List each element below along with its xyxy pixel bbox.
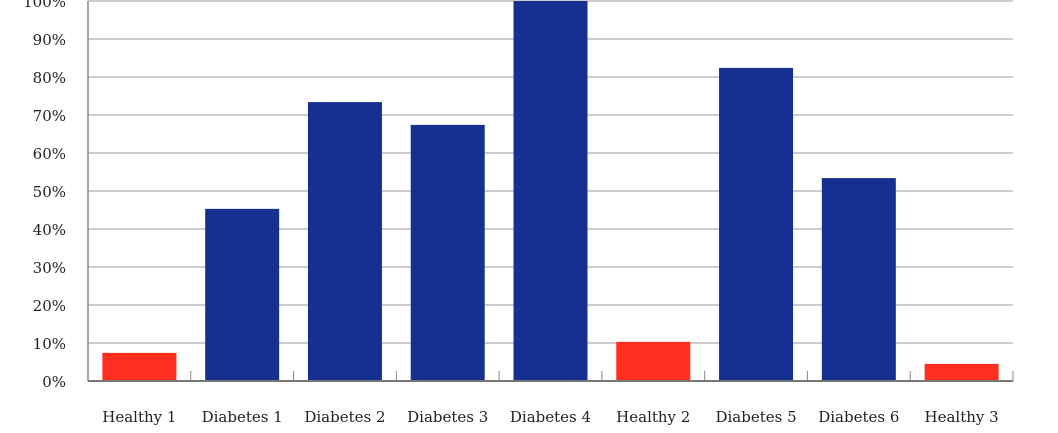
- bar-diabetes-5: [719, 67, 794, 381]
- y-tick-label: 80%: [33, 69, 66, 87]
- y-tick-label: 100%: [23, 0, 66, 11]
- bar-diabetes-6: [821, 178, 896, 381]
- y-tick-label: 40%: [33, 221, 66, 239]
- y-tick-label: 70%: [33, 107, 66, 125]
- y-tick-label: 90%: [33, 31, 66, 49]
- y-tick-label: 0%: [42, 373, 66, 391]
- bar-diabetes-3: [410, 124, 485, 381]
- y-tick-label: 30%: [33, 259, 66, 277]
- y-tick-label: 10%: [33, 335, 66, 353]
- bar-healthy-2: [616, 341, 691, 381]
- x-tick-label: Healthy 3: [925, 408, 999, 426]
- bar-healthy-1: [102, 352, 177, 381]
- bar-diabetes-4: [513, 1, 588, 381]
- x-tick-label: Diabetes 2: [304, 408, 385, 426]
- x-tick-label: Diabetes 1: [202, 408, 283, 426]
- y-tick-label: 60%: [33, 145, 66, 163]
- bar-diabetes-2: [307, 102, 382, 381]
- x-tick-label: Diabetes 3: [407, 408, 488, 426]
- x-tick-label: Diabetes 6: [818, 408, 899, 426]
- x-tick-label: Diabetes 4: [510, 408, 591, 426]
- x-tick-label: Healthy 1: [102, 408, 176, 426]
- x-tick-label: Healthy 2: [616, 408, 690, 426]
- x-tick-label: Diabetes 5: [715, 408, 796, 426]
- y-tick-label: 20%: [33, 297, 66, 315]
- y-tick-label: 50%: [33, 183, 66, 201]
- bar-healthy-3: [924, 363, 999, 381]
- bar-diabetes-1: [205, 208, 280, 381]
